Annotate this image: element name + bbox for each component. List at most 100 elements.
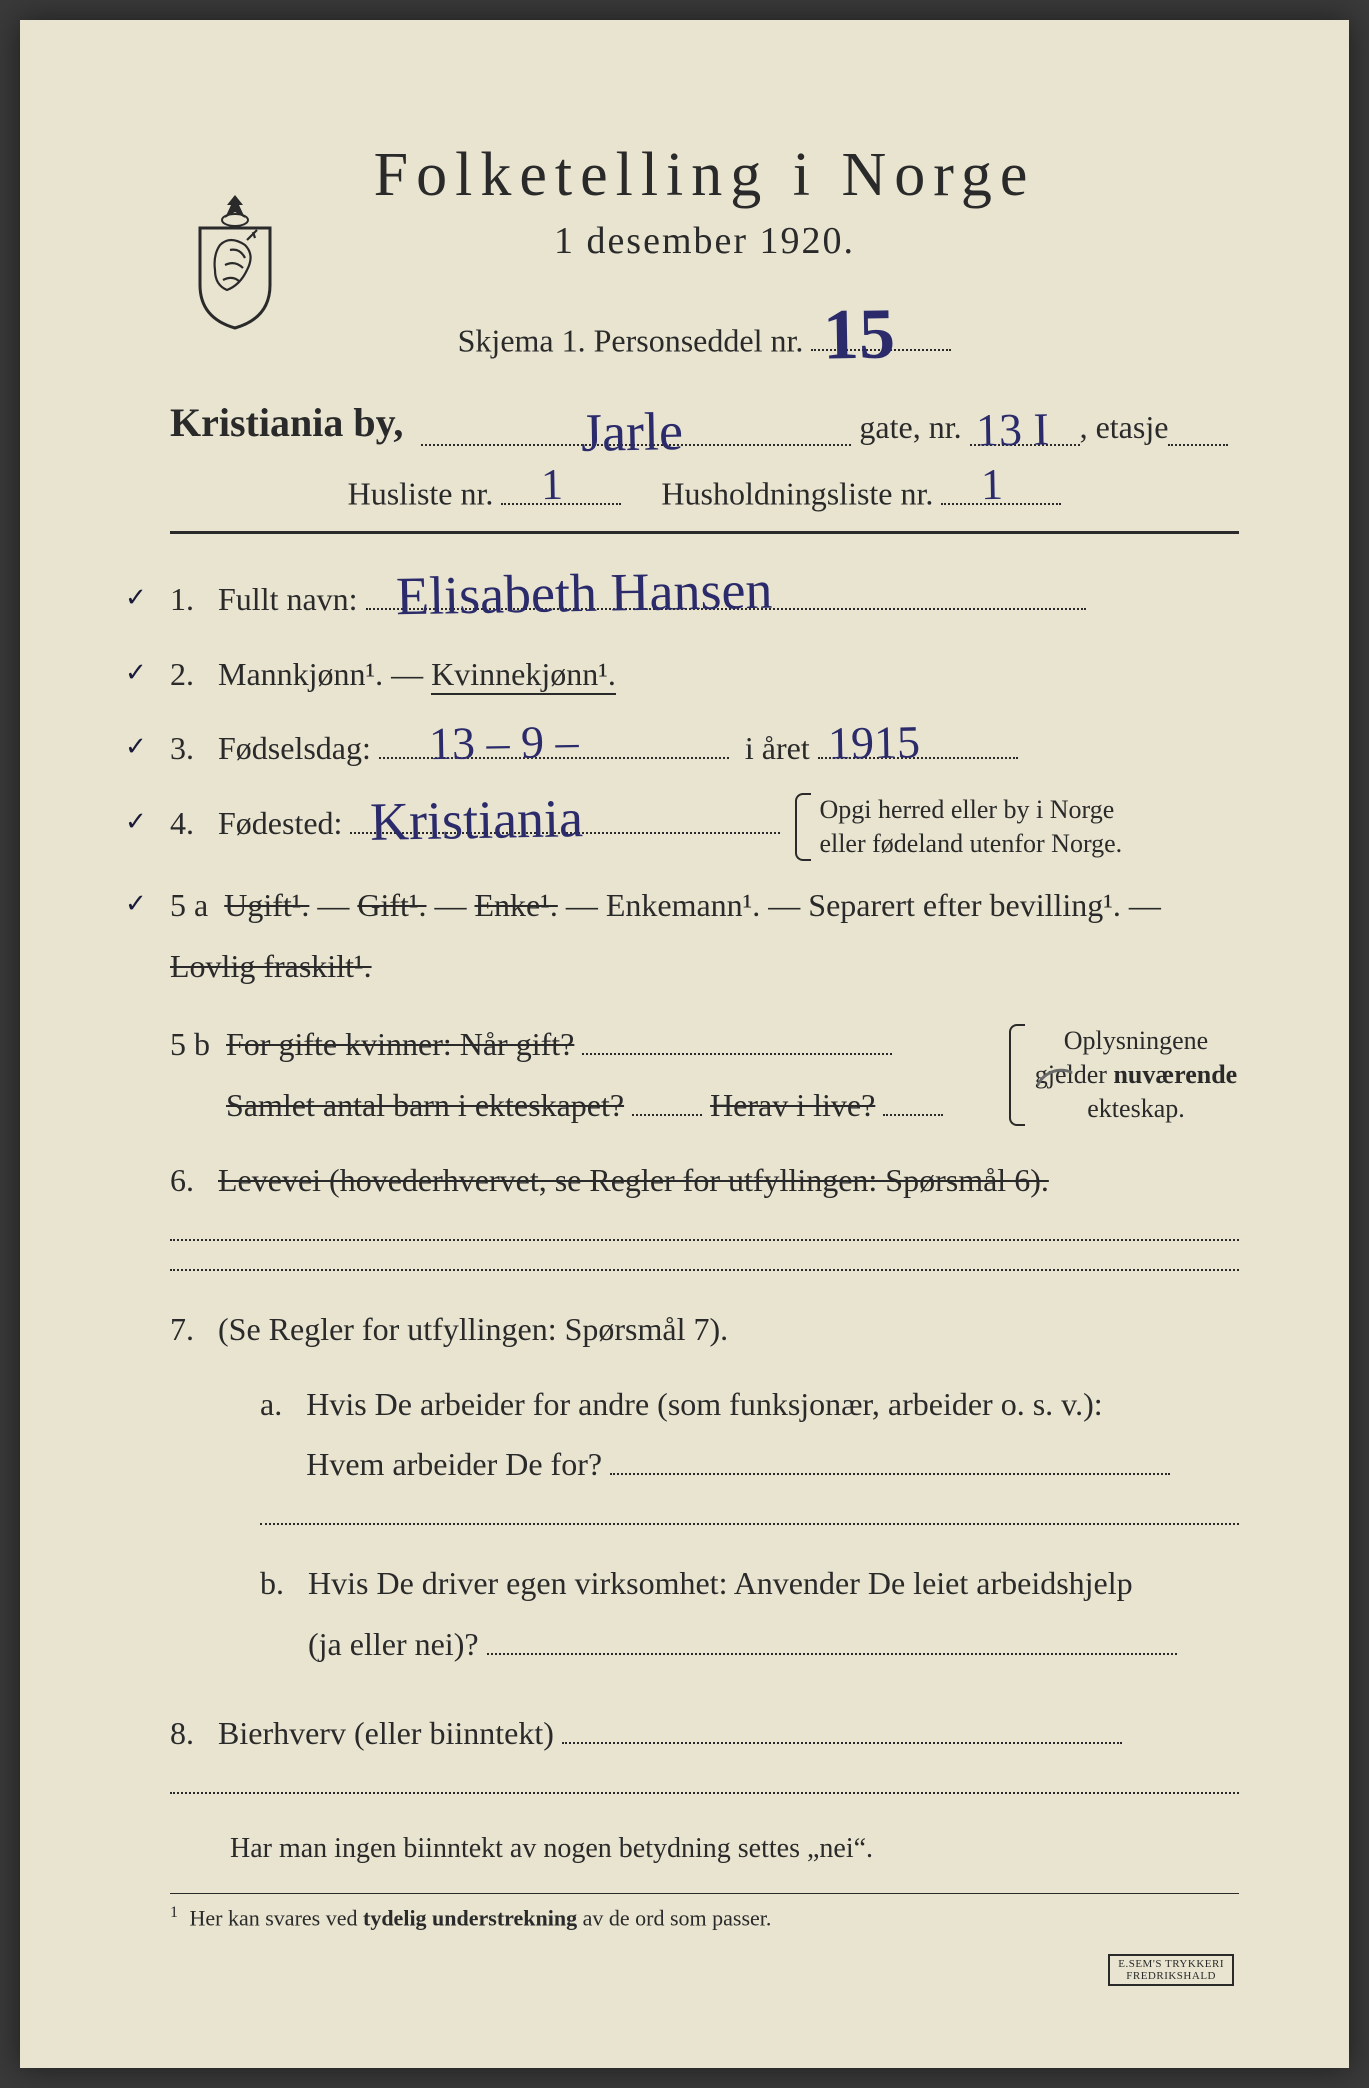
tick-icon: ✓: [125, 573, 147, 622]
location-line: Kristiania by, Jarle gate, nr. 13 I , et…: [170, 399, 1239, 446]
q5b-note-l3: ekteskap.: [1087, 1094, 1184, 1123]
q4-num: 4.: [170, 805, 194, 841]
q7a-blank-line: [260, 1523, 1239, 1525]
husholdning-number: 1: [981, 463, 1004, 507]
q5a-num: 5 a: [170, 887, 208, 923]
q5a-enke: Enke¹.: [474, 887, 557, 923]
q1-num: 1.: [170, 581, 194, 617]
printer-l2: FREDRIKSHALD: [1118, 1970, 1224, 1982]
q7b-l1: Hvis De driver egen virksomhet: Anvender…: [308, 1565, 1133, 1601]
q7a-label: a.: [260, 1386, 282, 1422]
q5b-line1: For gifte kvinner: Når gift?: [226, 1026, 574, 1062]
tick-icon: ✓: [125, 879, 147, 928]
footnote-a: Her kan svares ved: [190, 1905, 364, 1930]
gate-label: gate, nr.: [859, 409, 961, 446]
city-label: Kristiania by,: [170, 399, 403, 446]
q3-num: 3.: [170, 730, 194, 766]
question-7a: a. Hvis De arbeider for andre (som funks…: [170, 1374, 1239, 1496]
q6-num: 6.: [170, 1162, 194, 1198]
question-2: ✓ 2. Mannkjønn¹. — Kvinnekjønn¹.: [170, 644, 1239, 705]
husliste-line: Husliste nr. 1 Husholdningsliste nr. 1: [170, 466, 1239, 512]
tick-icon: ✓: [125, 797, 147, 846]
q5a-gift: Gift¹.: [357, 887, 426, 923]
q5a-fraskilt: Lovlig fraskilt¹.: [170, 948, 372, 984]
q6-text: Levevei (hovederhvervet, se Regler for u…: [218, 1162, 1049, 1198]
birthdate-daymonth: 13 – 9 –: [429, 719, 579, 768]
footnote-b: tydelig understrekning: [363, 1905, 577, 1930]
q7-num: 7.: [170, 1311, 194, 1347]
full-name-value: Elisabeth Hansen: [395, 563, 772, 624]
footnote-sup: 1: [170, 1904, 178, 1921]
birth-year: 1915: [827, 719, 920, 767]
q1-label: Fullt navn:: [218, 581, 358, 617]
question-1: ✓ 1. Fullt navn: Elisabeth Hansen: [170, 569, 1239, 630]
dash: —: [434, 887, 474, 923]
q6-blank-line-2: [170, 1269, 1239, 1271]
q2-male: Mannkjønn¹.: [218, 656, 383, 692]
personseddel-number: 15: [823, 297, 896, 370]
q8-blank-line: [170, 1792, 1239, 1794]
question-4: ✓ 4. Fødested: Kristiania Opgi herred el…: [170, 793, 1239, 861]
question-7b: b. Hvis De driver egen virksomhet: Anven…: [170, 1553, 1239, 1675]
q3-year-label: i året: [745, 730, 810, 766]
birthplace-value: Kristiania: [370, 791, 584, 849]
question-7: 7. (Se Regler for utfyllingen: Spørsmål …: [170, 1299, 1239, 1360]
q5a-separert: Separert efter bevilling¹.: [808, 887, 1121, 923]
q4-label: Fødested:: [218, 805, 342, 841]
q2-female: Kvinnekjønn¹.: [431, 656, 616, 695]
q5b-note-l2b: nuværende: [1113, 1060, 1237, 1089]
q4-note-l1: Opgi herred eller by i Norge: [819, 795, 1114, 824]
q5b-num: 5 b: [170, 1026, 210, 1062]
schema-label: Skjema 1. Personseddel nr.: [458, 322, 804, 358]
divider-top: [170, 531, 1239, 534]
q5b-note-l1: Oplysningene: [1064, 1026, 1208, 1055]
q7a-l1: Hvis De arbeider for andre (som funksjon…: [306, 1386, 1102, 1422]
footnote-c: av de ord som passer.: [577, 1905, 771, 1930]
q8-label: Bierhverv (eller biinntekt): [218, 1715, 554, 1751]
census-form-page: Folketelling i Norge 1 desember 1920. Sk…: [20, 20, 1349, 2068]
gate-number: 13 I: [975, 406, 1049, 453]
husliste-label: Husliste nr.: [348, 476, 494, 512]
dash: —: [566, 887, 606, 923]
coat-of-arms-icon: [185, 190, 285, 330]
form-header: Folketelling i Norge 1 desember 1920. Sk…: [170, 140, 1239, 359]
form-date: 1 desember 1920.: [170, 219, 1239, 263]
q8-note: Har man ingen biinntekt av nogen betydni…: [230, 1822, 1239, 1875]
tick-icon: ✓: [125, 722, 147, 771]
printer-l1: E.SEM'S TRYKKERI: [1118, 1958, 1224, 1970]
question-8: 8. Bierhverv (eller biinntekt): [170, 1703, 1239, 1764]
q7a-l2: Hvem arbeider De for?: [306, 1446, 602, 1482]
question-3: ✓ 3. Fødselsdag: 13 – 9 – i året 1915: [170, 718, 1239, 779]
question-5a: ✓ 5 a Ugift¹. — Gift¹. — Enke¹. — Enkema…: [170, 875, 1239, 997]
q8-num: 8.: [170, 1715, 194, 1751]
question-5b: 5 b For gifte kvinner: Når gift? 5 b Sam…: [170, 1014, 1239, 1136]
footnote: 1 Her kan svares ved tydelig understrekn…: [170, 1904, 1239, 1931]
q3-label: Fødselsdag:: [218, 730, 371, 766]
tick-icon: ✓: [125, 648, 147, 697]
q7-intro: (Se Regler for utfyllingen: Spørsmål 7).: [218, 1311, 728, 1347]
q5b-line2b: Herav i live?: [710, 1087, 875, 1123]
q4-note-l2: eller fødeland utenfor Norge.: [819, 829, 1122, 858]
q5a-ugift: Ugift¹.: [224, 887, 309, 923]
q5a-enkemann: Enkemann¹.: [606, 887, 760, 923]
question-6: 6. Levevei (hovederhvervet, se Regler fo…: [170, 1150, 1239, 1211]
q7b-l2: (ja eller nei)?: [308, 1626, 479, 1662]
dash: —: [317, 887, 357, 923]
q5b-line2a: Samlet antal barn i ekteskapet?: [226, 1087, 624, 1123]
etasje-label: , etasje: [1080, 409, 1169, 446]
q4-note: Opgi herred eller by i Norge eller fødel…: [795, 793, 1145, 861]
dash: —: [1129, 887, 1161, 923]
divider-bottom: [170, 1893, 1239, 1894]
q2-sep: —: [391, 656, 431, 692]
printer-mark: E.SEM'S TRYKKERI FREDRIKSHALD: [1108, 1954, 1234, 1986]
dash: —: [768, 887, 808, 923]
q2-num: 2.: [170, 656, 194, 692]
form-title: Folketelling i Norge: [170, 140, 1239, 211]
q7b-label: b.: [260, 1565, 284, 1601]
husholdning-label: Husholdningsliste nr.: [661, 476, 933, 512]
husliste-number: 1: [541, 463, 564, 507]
q6-blank-line-1: [170, 1239, 1239, 1241]
street-name: Jarle: [581, 404, 684, 460]
q5b-note: Oplysningene gjelder nuværende ekteskap.…: [1009, 1024, 1239, 1125]
schema-line: Skjema 1. Personseddel nr. 15: [170, 313, 1239, 359]
